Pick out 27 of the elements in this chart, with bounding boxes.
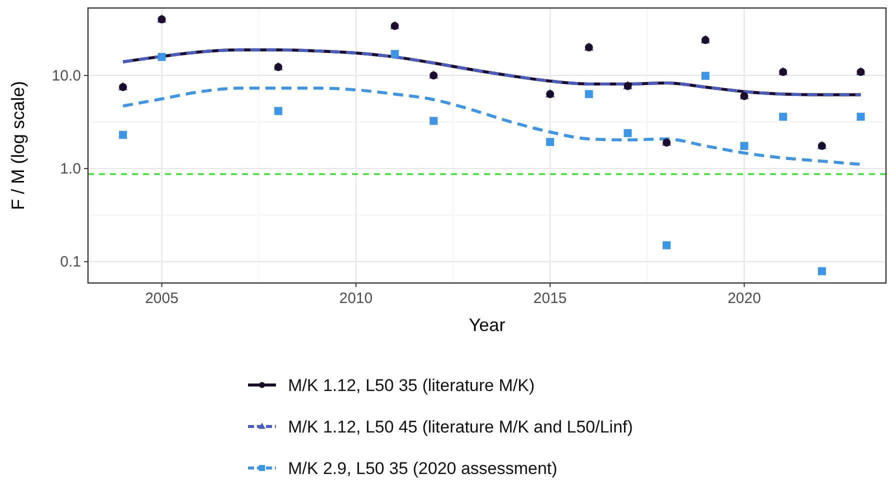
point xyxy=(779,112,788,121)
legend-label: M/K 2.9, L50 35 (2020 assessment) xyxy=(288,459,558,478)
y-tick-label: 10.0 xyxy=(52,67,81,84)
y-axis-title: F / M (log scale) xyxy=(8,80,28,210)
legend-label: M/K 1.12, L50 45 (literature M/K and L50/Linf) xyxy=(288,418,633,436)
legend-label: M/K 1.12, L50 35 (literature M/K) xyxy=(288,376,535,395)
point xyxy=(701,72,710,80)
point xyxy=(740,142,748,150)
x-tick-label: 2015 xyxy=(533,290,567,307)
x-tick-label: 2020 xyxy=(728,290,761,307)
y-tick-label: 1.0 xyxy=(60,160,81,178)
point xyxy=(546,138,554,146)
y-tick-label: 0.1 xyxy=(60,254,81,271)
point xyxy=(430,116,438,125)
x-tick-label: 2005 xyxy=(145,290,178,307)
x-axis-title: Year xyxy=(468,315,506,335)
point xyxy=(158,52,166,61)
point xyxy=(856,112,865,121)
point xyxy=(118,130,127,139)
point xyxy=(390,50,399,58)
line-series xyxy=(121,86,862,166)
point xyxy=(624,129,632,138)
point xyxy=(584,90,593,98)
x-tick-label: 2010 xyxy=(339,290,373,307)
point xyxy=(818,267,826,276)
point xyxy=(274,107,282,116)
point xyxy=(662,241,671,250)
